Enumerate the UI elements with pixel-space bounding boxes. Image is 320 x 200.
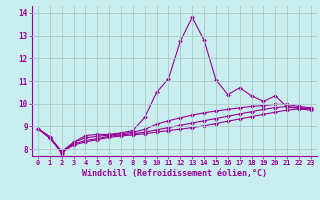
X-axis label: Windchill (Refroidissement éolien,°C): Windchill (Refroidissement éolien,°C) xyxy=(82,169,267,178)
